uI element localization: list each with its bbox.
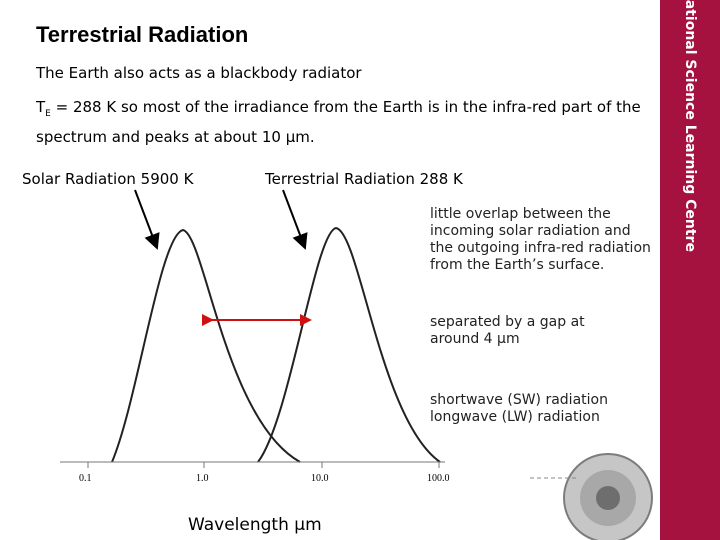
globe-image	[563, 453, 653, 540]
overlap-note: little overlap between the incoming sola…	[430, 206, 651, 273]
solar-curve	[111, 228, 301, 463]
temperature-symbol: T	[36, 98, 46, 116]
x-tick-label-1: 1.0	[196, 473, 209, 484]
shortwave-note: shortwave (SW) radiation	[430, 392, 608, 408]
body-paragraph: TE = 288 K so most of the irradiance fro…	[36, 96, 646, 149]
brand-sidebar	[660, 0, 720, 540]
terrestrial-curve	[257, 226, 441, 463]
brand-label: National Science Learning Centre	[682, 0, 698, 252]
intro-text: The Earth also acts as a blackbody radia…	[36, 64, 362, 82]
x-tick-label-3: 100.0	[427, 473, 450, 484]
terrestrial-arrow	[282, 189, 308, 250]
paragraph-text: = 288 K so most of the irradiance from t…	[36, 98, 641, 146]
solar-radiation-label: Solar Radiation 5900 K	[22, 170, 194, 188]
x-axis-title: Wavelength μm	[188, 515, 322, 535]
x-tick-label-0: 0.1	[79, 473, 92, 484]
terrestrial-radiation-label: Terrestrial Radiation 288 K	[265, 170, 463, 188]
x-tick-label-2: 10.0	[311, 473, 329, 484]
temperature-subscript: E	[45, 109, 51, 119]
slide-title: Terrestrial Radiation	[36, 22, 249, 47]
gap-note: separated by a gap at around 4 μm	[430, 314, 585, 347]
longwave-note: longwave (LW) radiation	[430, 409, 600, 425]
solar-arrow	[134, 189, 160, 250]
